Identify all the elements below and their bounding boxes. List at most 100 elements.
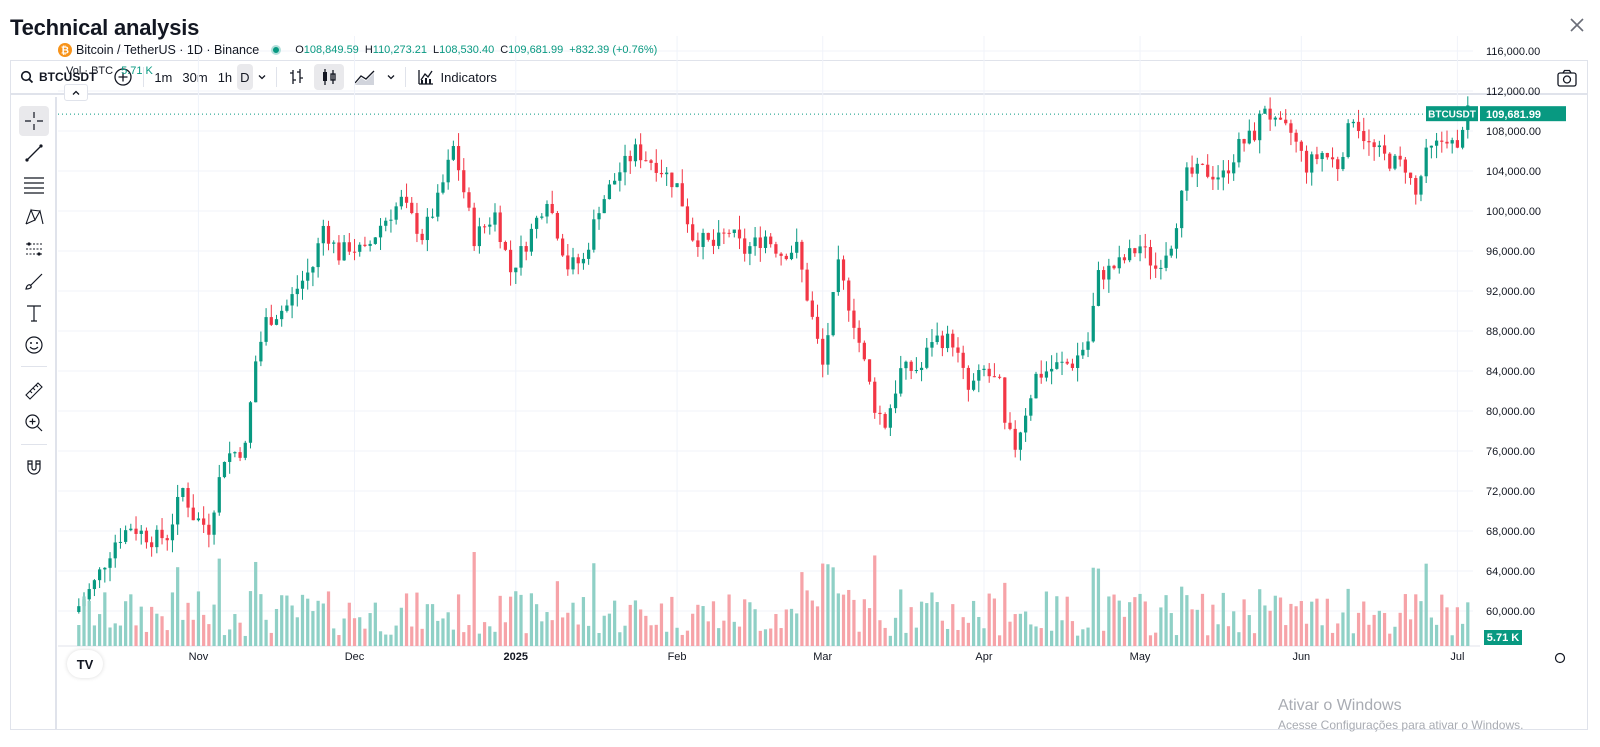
candle-body — [696, 240, 700, 247]
page-title: Technical analysis — [10, 15, 200, 40]
measure-tool[interactable] — [19, 376, 49, 406]
volume-bar — [893, 617, 898, 646]
candle-body — [1018, 432, 1023, 450]
volume-bar — [1263, 605, 1267, 646]
emoji-tool[interactable] — [19, 330, 49, 360]
volume-tag-label: 5.71 K — [1487, 632, 1519, 644]
y-tick-label: 76,000.00 — [1486, 446, 1535, 458]
indicators-button[interactable]: Indicators — [411, 68, 503, 86]
interval-30m[interactable]: 30m — [182, 69, 208, 85]
volume-bar — [108, 627, 112, 646]
candle-body — [389, 219, 393, 221]
volume-bar — [685, 630, 690, 646]
candle-body — [477, 226, 481, 247]
fib-tool[interactable] — [19, 170, 49, 200]
price-chart[interactable]: 60,000.00 64,000.00 68,000.00 72,000.00 76,0… — [48, 36, 1598, 668]
interval-1m[interactable]: 1m — [154, 69, 173, 85]
volume-bar — [186, 602, 190, 646]
volume-bar — [103, 592, 107, 646]
camera-icon[interactable] — [1555, 66, 1579, 90]
volume-bar — [956, 629, 960, 646]
candle-body — [134, 528, 138, 534]
area-style-button[interactable] — [348, 64, 382, 90]
candle-body — [139, 530, 143, 534]
volume-bar — [498, 595, 502, 646]
divider — [404, 67, 406, 87]
x-tick-label: Jul — [1450, 651, 1464, 663]
volume-bar — [784, 609, 788, 646]
candle-body — [597, 213, 601, 220]
crosshair-tool[interactable] — [19, 106, 49, 136]
trend-line-tool[interactable] — [19, 138, 49, 168]
tradingview-logo[interactable]: TV — [67, 650, 103, 678]
volume-bar — [1221, 592, 1225, 646]
gear-icon[interactable] — [1554, 652, 1566, 664]
volume-bar — [1304, 623, 1309, 646]
volume-bar — [566, 612, 570, 646]
interval-d[interactable]: D — [237, 64, 253, 90]
candle-body — [306, 272, 310, 281]
volume-bar — [1362, 601, 1366, 646]
candle-body — [1289, 123, 1293, 133]
candle-body — [384, 220, 388, 226]
candle-body — [1070, 363, 1075, 368]
volume-bar — [821, 563, 825, 646]
volume-bar — [118, 625, 123, 646]
volume-bar — [706, 621, 710, 646]
interval-dropdown[interactable] — [253, 64, 271, 90]
candles-style-button[interactable] — [313, 64, 344, 90]
brush-tool[interactable] — [19, 266, 49, 296]
volume-bar — [971, 600, 976, 646]
magnet-tool[interactable] — [19, 453, 49, 483]
zoom-tool[interactable] — [19, 408, 49, 438]
candle-body — [639, 144, 643, 161]
candle-body — [181, 488, 185, 497]
symbol-search[interactable]: BTCUSDT — [11, 61, 104, 93]
volume-bar — [1450, 635, 1454, 646]
volume-bar — [1076, 635, 1080, 646]
volume-bar — [743, 599, 747, 646]
candle-body — [1117, 257, 1121, 269]
chart-style-dropdown[interactable] — [382, 64, 400, 90]
volume-bar — [977, 617, 981, 646]
candle-body — [888, 408, 892, 428]
volume-bar — [1258, 589, 1262, 646]
volume-bar — [1372, 614, 1376, 646]
candle-body — [498, 212, 502, 242]
forecast-tool[interactable] — [19, 234, 49, 264]
text-tool[interactable] — [19, 298, 49, 328]
x-tick-label: 2025 — [504, 651, 528, 663]
volume-bar — [1133, 597, 1137, 646]
candle-body — [561, 238, 565, 256]
candle-body — [420, 233, 424, 241]
candle-body — [1065, 361, 1069, 364]
candle-body — [753, 237, 757, 247]
candle-body — [873, 381, 877, 413]
bars-style-button[interactable] — [282, 64, 312, 90]
candle-body — [98, 569, 102, 581]
close-icon[interactable] — [1566, 14, 1588, 36]
compare-button[interactable] — [108, 64, 138, 90]
volume-bar — [238, 622, 242, 646]
candle-body — [1304, 150, 1309, 173]
volume-bar — [1195, 609, 1199, 646]
ohlc-values: O108,849.59 H110,273.21 L108,530.40 C109… — [295, 44, 657, 56]
smile-icon — [25, 336, 43, 354]
candle-body — [1076, 355, 1080, 368]
volume-bar — [550, 620, 554, 646]
xabcd-pattern-icon — [25, 208, 44, 225]
volume-bar — [841, 594, 846, 646]
candle-body — [254, 361, 258, 403]
volume-bar — [363, 628, 367, 646]
candle-body — [836, 259, 840, 293]
volume-bar — [847, 589, 851, 646]
legend-collapse-button[interactable] — [64, 84, 88, 101]
volume-bar — [945, 628, 950, 646]
candle-body — [233, 452, 237, 454]
volume-bar — [1284, 625, 1288, 646]
interval-1h[interactable]: 1h — [217, 69, 233, 85]
pattern-tool[interactable] — [19, 202, 49, 232]
windows-activation-watermark: Ativar o Windows Acesse Configurações pa… — [1278, 697, 1523, 732]
volume-bar — [124, 601, 128, 646]
candle-body — [1434, 140, 1439, 146]
